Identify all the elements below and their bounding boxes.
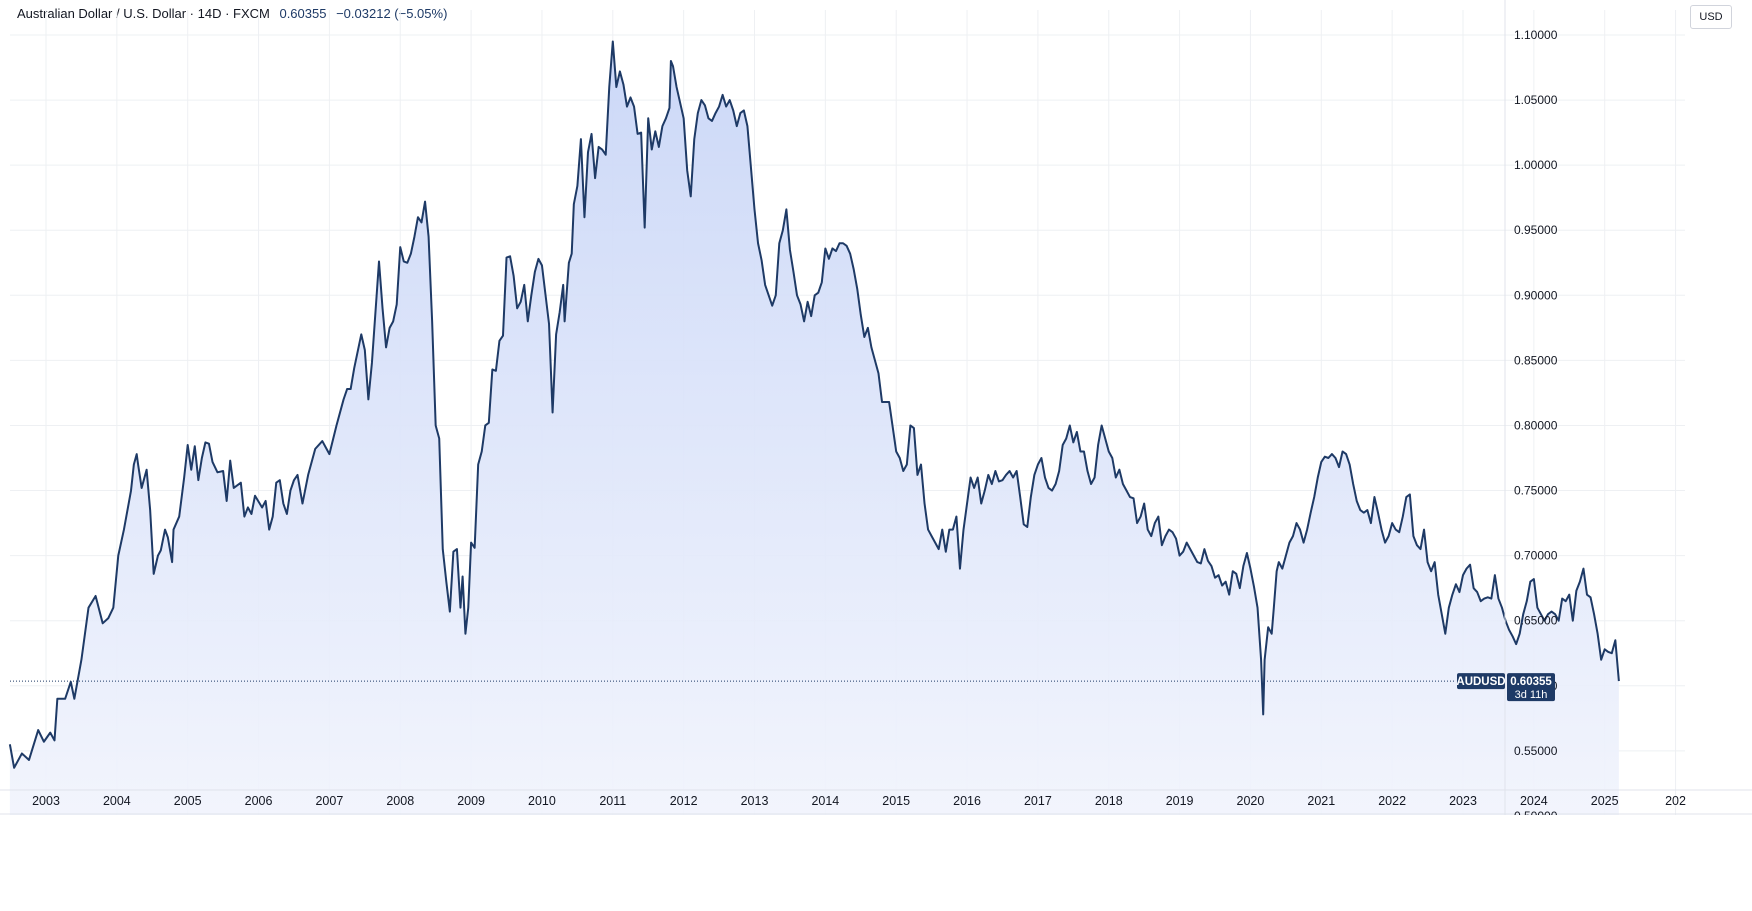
x-tick-label: 2007 [315, 794, 343, 808]
x-tick-label: 2004 [103, 794, 131, 808]
y-tick-label: 0.80000 [1514, 418, 1558, 432]
y-tick-label: 0.70000 [1514, 549, 1558, 563]
x-tick-label: 2009 [457, 794, 485, 808]
x-tick-label: 2015 [882, 794, 910, 808]
x-tick-label: 2011 [599, 794, 626, 808]
price-tag-symbol-box [1457, 673, 1505, 690]
y-tick-label: 0.85000 [1514, 353, 1558, 367]
x-tick-label: 2012 [670, 794, 698, 808]
x-tick-label: 2025 [1591, 794, 1619, 808]
y-tick-label: 0.90000 [1514, 288, 1558, 302]
x-tick-label: 2024 [1520, 794, 1548, 808]
x-tick-label: 2017 [1024, 794, 1052, 808]
x-tick-label: 2013 [741, 794, 769, 808]
x-tick-label: 202 [1665, 794, 1686, 808]
y-tick-label: 0.95000 [1514, 223, 1558, 237]
x-tick-label: 2023 [1449, 794, 1477, 808]
x-axis[interactable]: 2003 2004 2005 2006 2007 2008 2009 2010 2011 2012… [32, 794, 1686, 808]
price-tag-symbol: AUDUSD [1456, 676, 1505, 688]
x-tick-label: 2022 [1378, 794, 1406, 808]
legend-change: −0.03212 (−5.05%) [336, 6, 448, 21]
x-tick-label: 2010 [528, 794, 556, 808]
x-tick-label: 2018 [1095, 794, 1123, 808]
price-tag-value-box [1507, 673, 1555, 702]
x-tick-label: 2014 [811, 794, 839, 808]
legend-title: Australian Dollar / U.S. Dollar · 14D · … [17, 6, 270, 21]
x-tick-label: 2006 [245, 794, 273, 808]
x-tick-label: 2008 [386, 794, 414, 808]
y-tick-label: 0.55000 [1514, 744, 1558, 758]
series-line[interactable] [8, 40, 1620, 769]
x-tick-label: 2019 [1166, 794, 1194, 808]
legend-last-value: 0.60355 [279, 6, 327, 21]
y-tick-label: 0.65000 [1514, 614, 1558, 628]
series-area [9, 41, 1619, 881]
bottom-space [0, 815, 1752, 911]
x-tick-label: 2021 [1307, 794, 1335, 808]
x-tick-label: 2005 [174, 794, 202, 808]
y-tick-label: 1.05000 [1514, 93, 1558, 107]
x-tick-label: 2003 [32, 794, 60, 808]
y-tick-label: 1.10000 [1514, 28, 1558, 42]
y-tick-label: 0.75000 [1514, 484, 1558, 498]
price-tag-countdown: 3d 11h [1515, 689, 1548, 701]
currency-button[interactable]: USD [1690, 5, 1732, 29]
y-tick-label: 1.00000 [1514, 158, 1558, 172]
chart-legend: Australian Dollar / U.S. Dollar · 14D · … [17, 6, 447, 21]
x-tick-label: 2020 [1237, 794, 1265, 808]
price-tag-value: 0.60355 [1510, 676, 1552, 688]
x-tick-label: 2016 [953, 794, 981, 808]
